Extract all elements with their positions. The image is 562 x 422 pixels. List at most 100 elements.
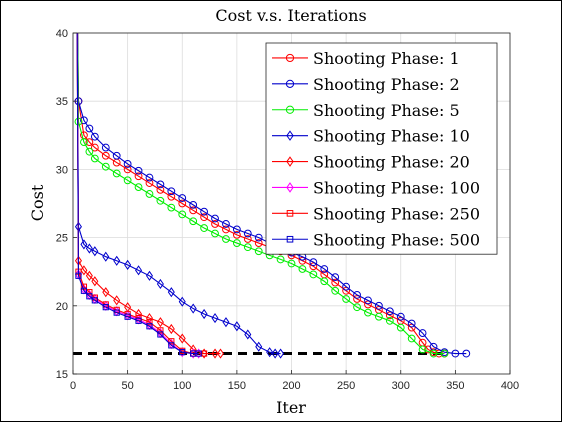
legend-item: Shooting Phase: 20: [272, 153, 470, 172]
x-tick-label: 350: [446, 380, 464, 392]
data-point: [146, 323, 153, 330]
data-point: [309, 262, 318, 271]
x-tick-label: 200: [282, 380, 300, 392]
legend-label: Shooting Phase: 1: [313, 49, 460, 68]
data-point: [101, 162, 110, 171]
series-line: [76, 33, 199, 355]
legend-label: Shooting Phase: 10: [313, 127, 470, 146]
data-point: [156, 317, 164, 328]
data-point: [178, 194, 187, 202]
data-point: [320, 265, 329, 273]
data-point: [222, 220, 230, 228]
data-point: [276, 255, 285, 264]
data-point: [101, 151, 110, 160]
chart-title: Cost v.s. Iterations: [215, 6, 366, 25]
x-tick-label: 400: [501, 380, 519, 392]
data-point: [396, 312, 405, 321]
data-point: [80, 287, 88, 294]
data-point: [75, 272, 82, 279]
data-point: [320, 277, 329, 286]
data-point: [243, 243, 252, 252]
y-tick-label: 20: [56, 301, 68, 313]
data-point: [90, 132, 99, 141]
legend-item: Shooting Phase: 500: [272, 230, 480, 249]
data-point: [200, 213, 209, 222]
data-point: [211, 229, 219, 238]
legend-marker: [286, 235, 294, 243]
legend-item: Shooting Phase: 1: [272, 49, 460, 68]
data-point: [407, 319, 416, 328]
data-point: [189, 303, 197, 314]
legend-label: Shooting Phase: 20: [313, 153, 470, 172]
data-point: [156, 196, 165, 205]
data-point: [232, 230, 241, 239]
x-tick-label: 150: [228, 380, 246, 392]
data-point: [80, 239, 88, 250]
data-point: [179, 349, 186, 356]
data-point: [156, 180, 165, 189]
series-line: [77, 33, 445, 355]
data-point: [156, 278, 164, 290]
data-point: [91, 246, 99, 257]
y-axis-label: Cost: [28, 184, 47, 221]
data-point: [90, 143, 99, 152]
x-tick-label: 250: [337, 380, 355, 392]
data-point: [342, 282, 351, 291]
data-point: [123, 176, 132, 185]
data-point: [266, 347, 274, 358]
data-point: [189, 348, 197, 359]
data-point: [200, 348, 208, 359]
legend-label: Shooting Phase: 5: [313, 101, 460, 120]
data-point: [200, 224, 209, 232]
data-point: [112, 169, 121, 178]
data-point: [254, 247, 263, 256]
series-layer: [74, 33, 471, 359]
data-point: [80, 138, 88, 147]
data-point: [211, 220, 219, 228]
data-point: [145, 173, 154, 182]
data-point: [216, 348, 224, 359]
data-point: [342, 295, 351, 303]
data-point: [331, 273, 340, 282]
data-point: [254, 233, 263, 242]
data-point: [254, 239, 263, 247]
data-point: [440, 349, 449, 358]
data-point: [287, 259, 296, 268]
data-point: [135, 317, 142, 324]
x-tick-label: 100: [173, 380, 191, 392]
legend-marker: [285, 79, 295, 88]
legend-marker: [285, 53, 295, 63]
data-point: [167, 203, 176, 212]
data-point: [85, 147, 94, 156]
data-point: [134, 172, 143, 181]
data-point: [189, 200, 198, 209]
data-point: [86, 293, 93, 300]
data-point: [102, 287, 110, 298]
data-point: [134, 166, 143, 175]
data-point: [200, 207, 209, 216]
legend: Shooting Phase: 1 Shooting Phase: 2 Shooti…: [265, 42, 498, 255]
series-4: [74, 33, 285, 359]
data-point: [211, 348, 219, 359]
legend-marker: [286, 156, 294, 167]
data-point: [331, 278, 340, 287]
data-point: [232, 239, 241, 247]
data-point: [243, 229, 252, 238]
legend-item: Shooting Phase: 100: [272, 178, 480, 197]
y-tick-label: 35: [56, 96, 68, 108]
series-line: [76, 33, 445, 355]
data-point: [429, 349, 438, 358]
data-point: [418, 345, 427, 354]
data-point: [195, 350, 202, 357]
data-point: [145, 270, 153, 281]
data-point: [157, 331, 164, 338]
data-point: [200, 308, 208, 320]
data-point: [353, 290, 361, 299]
data-point: [298, 256, 307, 265]
data-point: [375, 301, 383, 310]
data-point: [90, 154, 99, 163]
data-point: [331, 286, 340, 295]
data-point: [271, 348, 279, 359]
series-8: [75, 33, 202, 357]
